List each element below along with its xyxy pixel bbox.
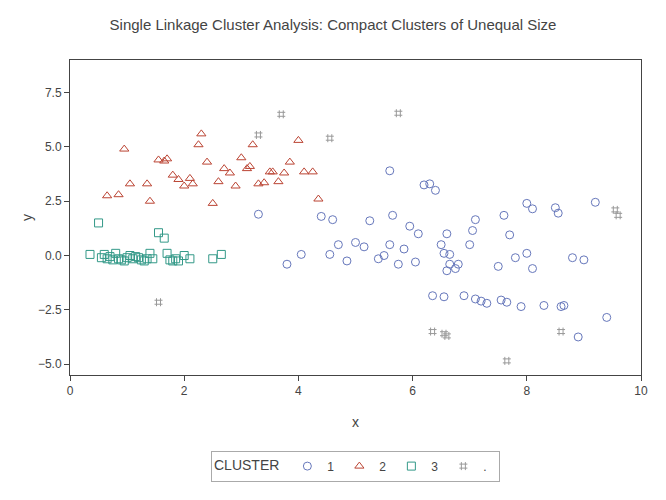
svg-text:0.0: 0.0 xyxy=(45,249,62,263)
svg-text:Single Linkage Cluster Analysi: Single Linkage Cluster Analysis: Compact… xyxy=(110,16,557,33)
svg-text:−5.0: −5.0 xyxy=(38,357,62,371)
svg-text:1: 1 xyxy=(327,460,334,474)
svg-text:3: 3 xyxy=(431,460,438,474)
svg-text:2: 2 xyxy=(181,384,188,398)
svg-text:2.5: 2.5 xyxy=(45,194,62,208)
svg-text:x: x xyxy=(352,414,359,430)
svg-text:10: 10 xyxy=(634,384,648,398)
svg-text:6: 6 xyxy=(409,384,416,398)
svg-text:0: 0 xyxy=(67,384,74,398)
svg-text:5.0: 5.0 xyxy=(45,140,62,154)
svg-text:−2.5: −2.5 xyxy=(38,303,62,317)
svg-text:2: 2 xyxy=(379,460,386,474)
svg-text:7.5: 7.5 xyxy=(45,86,62,100)
svg-text:CLUSTER: CLUSTER xyxy=(214,457,279,473)
svg-text:y: y xyxy=(19,214,35,221)
svg-text:4: 4 xyxy=(295,384,302,398)
svg-text:8: 8 xyxy=(523,384,530,398)
svg-text:.: . xyxy=(483,460,493,474)
